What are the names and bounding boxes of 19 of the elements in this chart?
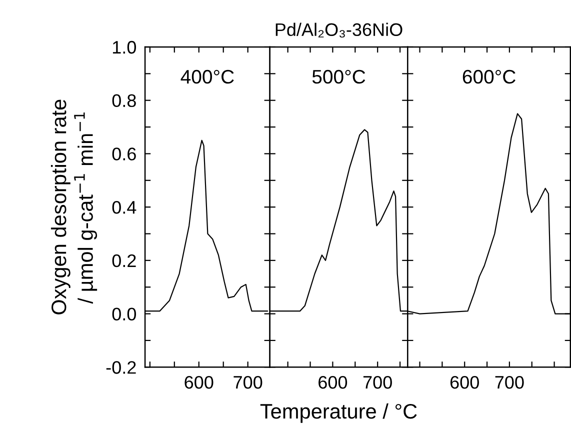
y-tick-label: 0.2 bbox=[112, 254, 136, 268]
x-tick-label: 600 bbox=[184, 376, 214, 389]
y-tick-label: 0.4 bbox=[112, 200, 136, 214]
x-tick-label: 700 bbox=[234, 376, 262, 389]
annotation: 500°C bbox=[312, 70, 366, 84]
x-tick-label: 600 bbox=[318, 376, 348, 389]
y-tick-label: 1.0 bbox=[112, 40, 136, 54]
y-tick-label: 0.6 bbox=[112, 148, 136, 160]
annotation: 400°C bbox=[180, 70, 234, 84]
x-axis-title: Temperature / °C bbox=[260, 403, 417, 423]
x-tick-label: 700 bbox=[363, 376, 392, 389]
y-axis-title: Oxygen desorption rate / µmol g-cat$^{−1}$ min$^{−1}$ bbox=[50, 100, 98, 314]
annotation: 600°C bbox=[462, 70, 516, 84]
y-tick-label: 0.8 bbox=[112, 94, 136, 108]
x-tick-label: 700 bbox=[495, 376, 524, 389]
x-tick-label: 600 bbox=[450, 376, 479, 389]
chart-title: Pd/Al₂O₃-36NiO bbox=[276, 22, 402, 38]
y-tick-label: -0.2 bbox=[106, 361, 136, 374]
y-tick-label: 0.0 bbox=[112, 308, 136, 320]
